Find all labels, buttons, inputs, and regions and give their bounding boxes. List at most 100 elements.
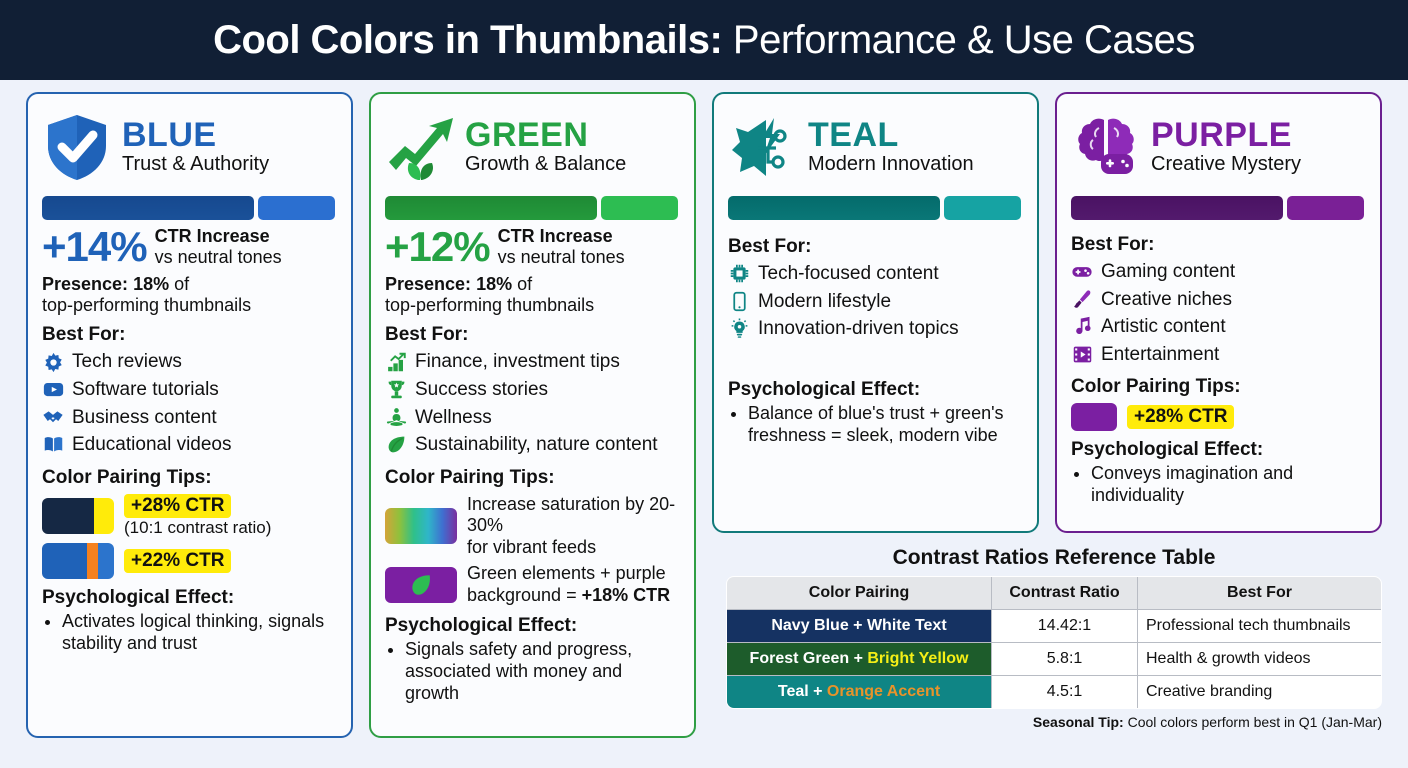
card-titles-teal: TEAL Modern Innovation [808,118,974,176]
pairing-accent-text: Bright Yellow [867,650,969,667]
ctr-badge: +28% CTR [1127,405,1235,430]
seasonal-tip: Seasonal Tip: Cool colors perform best i… [726,714,1382,730]
presence-bar-fill [42,196,255,220]
presence-line2: top-performing thumbnails [42,295,252,316]
table-row: Teal + Orange Accent 4.5:1 Creative bran… [727,675,1381,708]
list-item: Finance, investment tips [385,348,680,376]
card-header-blue: BLUE Trust & Authority [42,106,337,188]
card-name-purple: PURPLE [1151,116,1292,155]
card-name-teal: TEAL [808,116,899,155]
list-item-label: Innovation-driven topics [758,318,959,340]
contrast-table-section: Contrast Ratios Reference Table Color Pa… [726,546,1382,730]
ctr-stat-blue: +14% CTR Increase vs neutral tones [42,226,337,268]
list-item: Creative niches [1071,286,1366,314]
best-for-heading-green: Best For: [385,324,469,346]
list-item-label: Creative niches [1101,288,1232,310]
presence-tail: of [517,274,533,294]
list-item: Tech reviews [42,348,337,376]
pairing-row-2-blue: +22% CTR [42,542,337,579]
ctr-stat-green: +12% CTR Increase vs neutral tones [385,226,680,268]
list-item-label: Sustainability, nature content [415,434,658,456]
effect-heading-green: Psychological Effect: [385,614,578,636]
smartphone-icon [728,290,750,312]
circuit-bolt-icon [728,112,798,182]
pairing-row-2-green: Green elements + purple background = +18… [385,563,680,606]
ctr-stat-labels: CTR Increase vs neutral tones [155,226,282,267]
meditation-icon [385,406,407,428]
cell-contrast-ratio: 5.8:1 [991,642,1138,676]
pairing-line-1: Green elements + purple [467,563,666,584]
pairing-main-text: Forest Green + [749,650,868,667]
presence-bar-rest [944,196,1022,220]
list-item-label: Business content [72,406,217,428]
ctr-stat-labels: CTR Increase vs neutral tones [498,226,625,267]
cell-best-for: Professional tech thumbnails [1137,609,1381,643]
list-item-label: Finance, investment tips [415,351,620,373]
ctr-badge: +22% CTR [124,548,232,573]
table-title: Contrast Ratios Reference Table [892,546,1216,569]
effect-list-blue: Activates logical thinking, signals stab… [42,611,337,655]
list-item: Innovation-driven topics [728,315,1023,343]
presence-bar-teal [728,196,1023,220]
list-item-label: Artistic content [1101,316,1226,338]
pairing-row-1-green: Increase saturation by 20-30% for vibran… [385,494,680,559]
list-item: Entertainment [1071,341,1366,369]
presence-bar-fill [1071,196,1284,220]
presence-bar-rest [601,196,679,220]
pairing-text-2: Green elements + purple background = +18… [467,563,670,606]
column-header-color-pairing: Color Pairing [727,577,992,610]
seasonal-tip-text: Cool colors perform best in Q1 (Jan-Mar) [1123,714,1382,730]
color-card-blue: BLUE Trust & Authority +14% CTR Increase… [26,92,353,738]
growth-arrow-leaf-icon [385,112,455,182]
card-header-green: GREEN Growth & Balance [385,106,680,188]
card-name-green: GREEN [465,116,589,155]
effect-list-green: Signals safety and progress, associated … [385,639,680,705]
leaf-icon [385,434,407,456]
card-header-teal: TEAL Modern Innovation [728,106,1023,188]
ctr-stat-label-2: vs neutral tones [154,247,282,267]
money-growth-icon [385,351,407,373]
best-for-heading-teal: Best For: [728,236,812,257]
list-item: Software tutorials [42,376,337,404]
card-titles-green: GREEN Growth & Balance [465,118,626,176]
cell-color-pairing: Forest Green + Bright Yellow [727,642,992,676]
presence-value: 18% [476,274,513,294]
effect-item: Activates logical thinking, signals stab… [62,611,337,655]
card-subtitle-teal: Modern Innovation [808,152,974,175]
best-for-list-teal: Tech-focused content Modern lifestyle In… [728,260,1023,343]
presence-bar-fill [728,196,941,220]
pairing-row-1-blue: +28% CTR (10:1 contrast ratio) [42,493,337,538]
swatch-solid-purple [1071,403,1117,432]
presence-text-blue: Presence: 18% of top-performing thumbnai… [42,274,337,316]
pairing-row-1-purple: +28% CTR [1071,403,1366,432]
list-item: Tech-focused content [728,260,1023,288]
presence-text-green: Presence: 18% of top-performing thumbnai… [385,274,680,316]
card-subtitle-blue: Trust & Authority [122,152,270,175]
cell-color-pairing: Teal + Orange Accent [727,675,992,708]
microchip-icon [728,263,750,285]
card-subtitle-green: Growth & Balance [465,152,627,175]
paintbrush-icon [1071,288,1093,310]
color-card-teal: TEAL Modern Innovation Best For: Tech-fo… [712,92,1039,533]
page-header: Cool Colors in Thumbnails: Performance &… [0,0,1408,80]
pairing-line-1: Increase saturation by 20-30% [467,493,676,536]
color-cards-row: BLUE Trust & Authority +14% CTR Increase… [26,92,1382,738]
trophy-icon [385,379,407,401]
page-title-bold: Cool Colors in Thumbnails: [213,17,723,62]
swatch-rainbow-gradient [385,508,457,545]
effect-item: Conveys imagination and individuality [1091,463,1366,507]
column-header-best-for: Best For [1137,577,1381,610]
pairing-accent-text: Orange Accent [826,683,941,700]
cell-best-for: Creative branding [1137,675,1381,708]
swatch-blue-orange [42,542,114,579]
ctr-stat-value: +12% [385,223,491,270]
play-button-icon [42,379,64,401]
cell-color-pairing: Navy Blue + White Text [727,609,992,643]
effect-heading-teal: Psychological Effect: [728,378,921,400]
list-item-label: Tech reviews [72,351,182,373]
pairing-bold-tail: +18% CTR [581,585,671,606]
presence-label: Presence: [385,274,472,294]
best-for-list-purple: Gaming content Creative niches Artistic … [1071,258,1366,368]
gamepad-icon [1071,261,1093,283]
